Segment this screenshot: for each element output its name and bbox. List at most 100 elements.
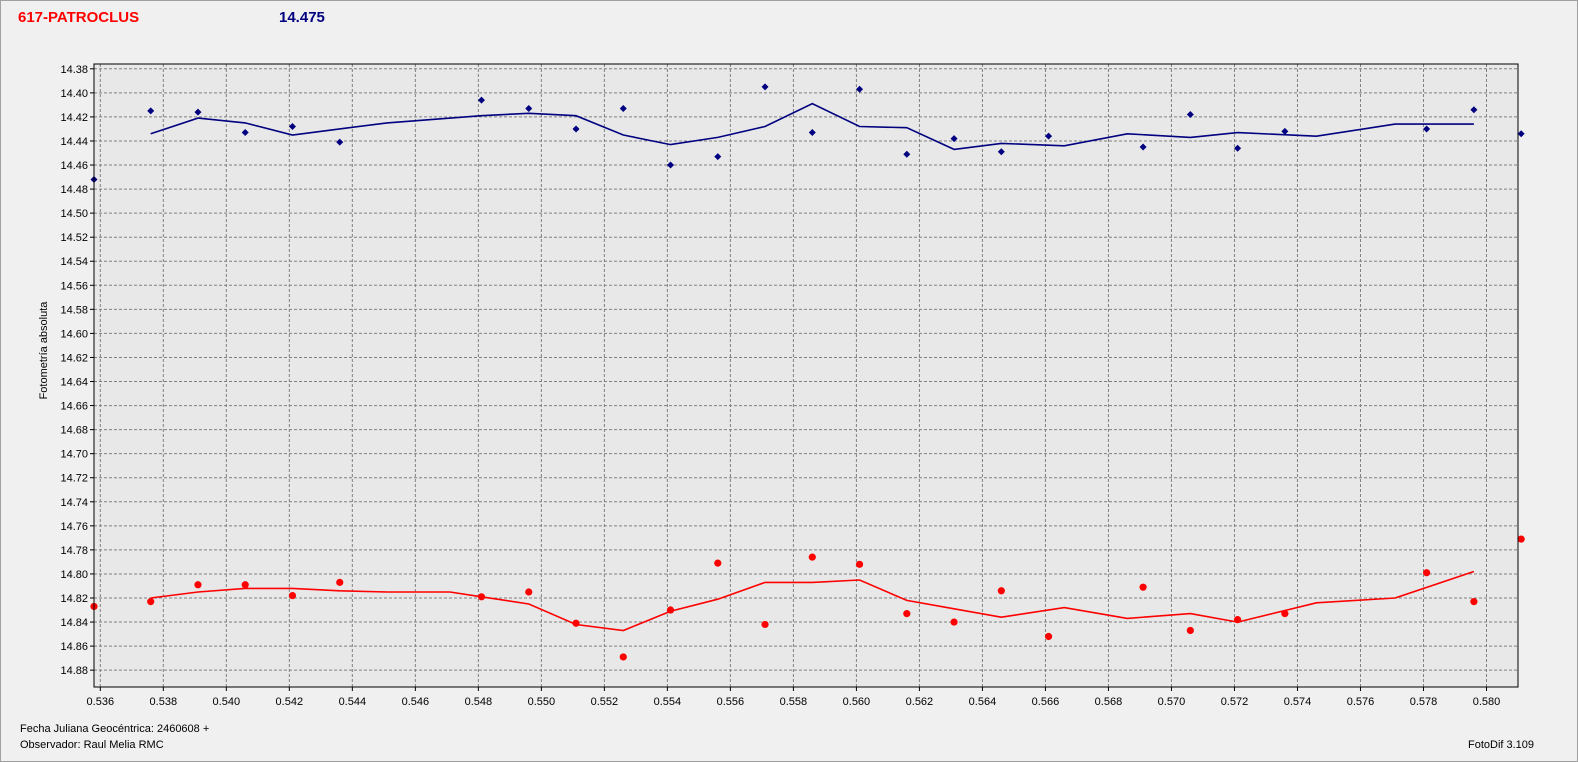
series-0-point: [572, 125, 580, 133]
series-1-point: [1186, 626, 1194, 635]
series-1-point: [1139, 583, 1147, 591]
series-1-point: [1517, 535, 1525, 543]
series-0-point: [667, 161, 675, 169]
series-0-point: [1470, 106, 1478, 114]
x-tick-label: 0.536: [87, 696, 115, 708]
observer-label: Observador: Raul Melia RMC: [20, 739, 164, 751]
series-0-point: [1186, 111, 1194, 119]
y-tick-label: 14.82: [60, 593, 88, 605]
series-0-point: [856, 85, 864, 93]
series-0-point: [619, 105, 627, 112]
series-0-point: [478, 96, 486, 104]
series-1-point: [241, 581, 249, 589]
series-0-point: [950, 135, 958, 143]
series-1-trend-line: [150, 570, 1475, 632]
series-group: [90, 83, 1525, 661]
object-magnitude: 14.475: [279, 9, 325, 26]
y-tick-label: 14.46: [60, 160, 88, 172]
x-tick-label: 0.540: [213, 696, 241, 708]
y-tick-label: 14.78: [60, 545, 88, 557]
series-1-point: [147, 598, 155, 606]
series-1-point: [997, 587, 1005, 595]
x-tick-label: 0.578: [1410, 696, 1438, 708]
y-tick-label: 14.66: [60, 401, 88, 413]
series-0-point: [241, 129, 249, 137]
x-tick-label: 0.564: [969, 696, 997, 708]
series-1-point: [572, 619, 580, 627]
y-tick-label: 14.44: [60, 136, 88, 148]
y-tick-label: 14.80: [60, 569, 88, 581]
x-tick-label: 0.554: [654, 696, 682, 708]
series-0-trend-line: [150, 102, 1474, 151]
series-1-point: [525, 588, 533, 596]
series-0-point: [525, 105, 533, 112]
plot-border: [93, 63, 1519, 688]
x-tick-label: 0.556: [717, 696, 745, 708]
y-tick-label: 14.68: [60, 425, 88, 437]
series-0-point: [1139, 143, 1147, 151]
series-0-point: [336, 138, 344, 146]
series-1-point: [761, 620, 769, 629]
x-tick-label: 0.562: [906, 696, 934, 708]
y-tick-label: 14.64: [60, 377, 88, 389]
x-tick-label: 0.576: [1347, 696, 1375, 708]
series-1-point: [1423, 569, 1431, 577]
x-tick-label: 0.544: [339, 696, 367, 708]
x-tick-label: 0.550: [528, 696, 556, 708]
y-tick-label: 14.70: [60, 449, 88, 461]
series-0-point: [288, 123, 296, 131]
x-tick-label: 0.558: [780, 696, 808, 708]
julian-date-label: Fecha Juliana Geocéntrica: 2460608 +: [20, 723, 210, 735]
y-tick-label: 14.48: [60, 184, 88, 196]
software-version: FotoDif 3.109: [1468, 739, 1535, 751]
series-1-point: [666, 606, 675, 614]
y-tick-label: 14.52: [60, 232, 88, 244]
series-1-point: [336, 578, 344, 586]
series-1-point: [950, 618, 958, 626]
y-tick-label: 14.72: [60, 473, 88, 485]
grid: [94, 64, 1518, 687]
series-0-point: [903, 150, 911, 158]
series-0-point: [1045, 132, 1053, 140]
series-1-point: [1044, 632, 1053, 641]
y-tick-label: 14.54: [60, 256, 88, 268]
y-axis-label: Fotometría absoluta: [38, 301, 50, 400]
series-0-point: [1517, 130, 1525, 138]
y-tick-label: 14.88: [60, 665, 88, 677]
y-tick-label: 14.50: [60, 208, 88, 220]
y-tick-label: 14.62: [60, 352, 88, 364]
y-tick-label: 14.58: [60, 304, 88, 316]
series-0-point: [761, 83, 769, 91]
series-0-point: [1234, 144, 1242, 152]
y-tick-label: 14.38: [60, 64, 88, 76]
x-tick-label: 0.560: [843, 696, 871, 708]
series-0-point: [194, 108, 202, 116]
x-tick-label: 0.542: [276, 696, 304, 708]
y-tick-label: 14.40: [60, 88, 88, 100]
series-1-point: [1470, 598, 1478, 606]
x-tick-label: 0.574: [1284, 696, 1312, 708]
lightcurve-chart: 0.536 0.538 0.540 0.542 0.544 0.546 0.548 0.550…: [38, 63, 1525, 708]
y-tick-label: 14.76: [60, 521, 88, 533]
series-1-point: [903, 610, 911, 618]
series-0-point: [714, 153, 722, 161]
y-tick-label: 14.84: [60, 617, 88, 629]
series-0-point: [1423, 125, 1431, 133]
x-tick-label: 0.566: [1032, 696, 1060, 708]
axis-ticks: 0.536 0.538 0.540 0.542 0.544 0.546 0.548 0.550…: [60, 64, 1500, 708]
series-0-point: [808, 129, 816, 137]
object-name: 617-PATROCLUS: [18, 9, 140, 26]
series-1-point: [855, 560, 864, 568]
series-1-point: [714, 559, 722, 567]
x-tick-label: 0.546: [402, 696, 430, 708]
y-tick-label: 14.42: [60, 112, 88, 124]
x-tick-label: 0.552: [591, 696, 619, 708]
series-1-point: [477, 593, 486, 601]
x-tick-label: 0.572: [1221, 696, 1249, 708]
y-tick-label: 14.56: [60, 280, 88, 292]
series-0-point: [997, 148, 1005, 156]
series-1-point: [1234, 616, 1242, 624]
x-tick-label: 0.548: [465, 696, 493, 708]
series-0-point: [147, 107, 155, 115]
series-1-point: [619, 653, 627, 661]
